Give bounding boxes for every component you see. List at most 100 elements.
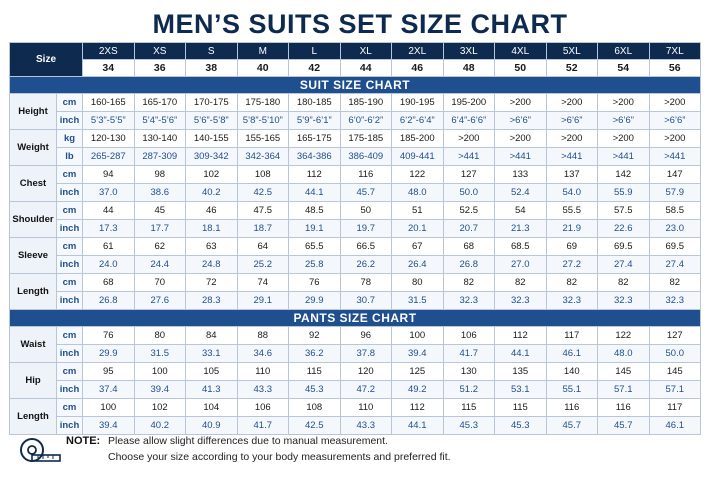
value-cell: 130 [442, 362, 496, 381]
value-cell: 120-130 [82, 129, 135, 148]
value-cell: 133 [494, 165, 547, 184]
value-cell: 94 [82, 165, 135, 184]
value-cell: 142 [597, 165, 650, 184]
value-cell: 98 [133, 165, 187, 184]
value-cell: 82 [442, 273, 496, 292]
value-cell: 92 [288, 326, 341, 345]
value-cell: 27.0 [494, 255, 547, 274]
value-cell: 37.4 [82, 380, 135, 399]
value-cell: >6’6” [494, 111, 547, 130]
size-header-cell: L [288, 42, 341, 60]
value-cell: 170-175 [185, 93, 238, 112]
value-cell: 140-155 [185, 129, 238, 148]
size-header-cell: XL [339, 42, 393, 60]
value-cell: 61 [82, 237, 135, 256]
value-cell: 5’3”-5’5” [82, 111, 135, 130]
value-cell: 80 [133, 326, 187, 345]
section-header-row: SUIT SIZE CHART [8, 76, 702, 94]
section-title: SUIT SIZE CHART [8, 76, 702, 94]
value-cell: 5’8”-5’10” [236, 111, 290, 130]
size-number-cell: 46 [391, 59, 444, 77]
value-cell: 41.3 [185, 380, 238, 399]
value-cell: 175-185 [339, 129, 393, 148]
value-cell: 25.2 [236, 255, 290, 274]
value-cell: 105 [185, 362, 238, 381]
value-cell: 82 [648, 273, 702, 292]
value-cell: 39.4 [82, 416, 135, 435]
value-cell: 104 [185, 398, 238, 417]
unit-label: cm [55, 165, 84, 184]
value-cell: 116 [339, 165, 393, 184]
value-cell: 137 [545, 165, 599, 184]
value-cell: 102 [185, 165, 238, 184]
unit-label: cm [55, 201, 84, 220]
size-header-row: Size 2XS XS S M L XL 2XL 3XL 4XL 5XL 6XL 7XL [8, 42, 702, 77]
table-row: Length cm 100 102 104 106 108 110 112 115 115 116 11… [9, 398, 702, 435]
unit-label: inch [55, 183, 84, 202]
value-cell: 80 [391, 273, 444, 292]
size-header-cell: 2XL [391, 42, 444, 60]
table-row: inch 37.0 38.6 40.2 42.5 44.1 45.7 48.0 50.0 52.4… [10, 183, 702, 202]
value-cell: 145 [648, 362, 702, 381]
value-cell: 69 [545, 237, 599, 256]
value-cell: 54 [494, 201, 547, 220]
value-cell: 40.2 [185, 183, 238, 202]
value-cell: 112 [494, 326, 547, 345]
value-cell: 64 [236, 237, 290, 256]
value-cell: 44.1 [494, 344, 547, 363]
value-cell: 117 [648, 398, 702, 417]
value-cell: 55.5 [545, 201, 599, 220]
value-cell: 112 [391, 398, 444, 417]
value-cell: 19.1 [288, 219, 341, 238]
value-cell: 84 [185, 326, 238, 345]
table-row: inch 39.4 40.2 40.9 41.7 42.5 43.3 44.1 45.3 45.3… [10, 416, 702, 435]
value-cell: 26.8 [442, 255, 496, 274]
value-cell: >200 [597, 129, 650, 148]
value-cell: 36.2 [288, 344, 341, 363]
value-cell: 43.3 [236, 380, 290, 399]
value-cell: >200 [545, 93, 599, 112]
value-cell: >200 [597, 93, 650, 112]
value-cell: 30.7 [339, 291, 393, 310]
size-header-cell: M [236, 42, 290, 60]
value-cell: 165-170 [133, 93, 187, 112]
value-cell: 40.9 [185, 416, 238, 435]
value-cell: 27.6 [133, 291, 187, 310]
value-cell: 29.1 [236, 291, 290, 310]
value-cell: 27.4 [648, 255, 702, 274]
table-row: Weight kg 120-130 130-140 140-155 155-165 165-… [9, 129, 702, 166]
value-cell: 46.1 [648, 416, 702, 435]
value-cell: 115 [288, 362, 341, 381]
value-cell: >200 [494, 93, 547, 112]
value-cell: 82 [545, 273, 599, 292]
value-cell: 24.0 [82, 255, 135, 274]
value-cell: 82 [597, 273, 650, 292]
unit-label: inch [55, 380, 84, 399]
value-cell: >441 [597, 147, 650, 166]
size-number-cell: 52 [545, 59, 599, 77]
value-cell: 54.0 [545, 183, 599, 202]
size-header-cell: 5XL [545, 42, 599, 60]
value-cell: 409-441 [391, 147, 444, 166]
table-row: Height cm 160-165 165-170 170-175 175-180 180-… [9, 93, 702, 130]
size-number-cell: 44 [339, 59, 393, 77]
value-cell: 287-309 [133, 147, 187, 166]
table-row: inch 29.9 31.5 33.1 34.6 36.2 37.8 39.4 41.7 44.1… [10, 344, 702, 363]
value-cell: 18.1 [185, 219, 238, 238]
value-cell: >200 [648, 93, 702, 112]
value-cell: 108 [236, 165, 290, 184]
size-number-row: 34 36 38 40 42 44 46 48 50 52 54 56 [10, 59, 702, 77]
value-cell: 29.9 [288, 291, 341, 310]
value-cell: 17.7 [133, 219, 187, 238]
value-cell: >441 [545, 147, 599, 166]
value-cell: 100 [391, 326, 444, 345]
measure-label: Sleeve [9, 237, 57, 274]
table-row: inch 17.3 17.7 18.1 18.7 19.1 19.7 20.1 20.7 21.3… [10, 219, 702, 238]
value-cell: 160-165 [82, 93, 135, 112]
table-row: lb 265-287 287-309 309-342 342-364 364-386 386… [10, 147, 702, 166]
value-cell: 50 [339, 201, 393, 220]
unit-label: lb [55, 147, 84, 166]
value-cell: 122 [391, 165, 444, 184]
table-row: Shoulder cm 44 45 46 47.5 48.5 50 51 52.5 54 55.5 57… [9, 201, 702, 238]
size-number-cell: 42 [288, 59, 341, 77]
